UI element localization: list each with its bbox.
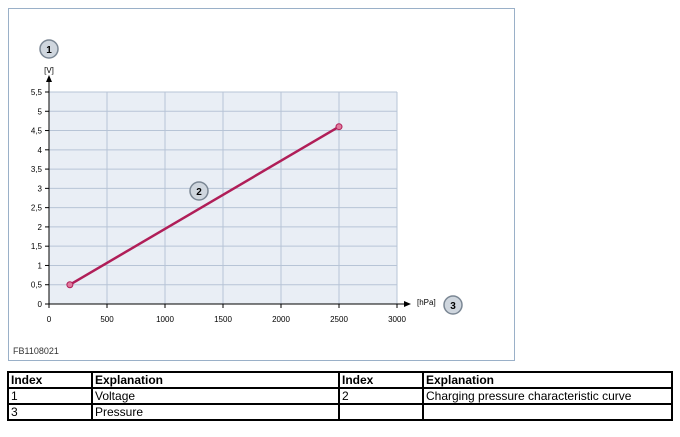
callout-bubble-3: [443, 295, 463, 315]
y-tick-label: 5,5: [31, 88, 43, 97]
y-tick-label: 5: [38, 107, 43, 116]
table-cell: [338, 403, 424, 421]
x-tick-label: 3000: [388, 315, 406, 324]
table-row: 1 Voltage 2 Charging pressure characteri…: [7, 387, 673, 405]
x-tick-label: 1500: [214, 315, 232, 324]
table-cell: Charging pressure characteristic curve: [422, 387, 673, 405]
callout-label-1: 1: [46, 45, 52, 56]
callout-label-3: 3: [450, 301, 456, 312]
y-axis-arrow: [46, 75, 52, 82]
y-tick-label: 1: [38, 261, 43, 270]
table-cell: [422, 403, 673, 421]
y-tick-label: 2: [38, 223, 43, 232]
legend-table-header: Index Explanation Index Explanation: [7, 371, 673, 389]
y-tick-label: 3,5: [31, 165, 43, 174]
y-tick-label: 1,5: [31, 242, 43, 251]
y-tick-label: 4,5: [31, 127, 43, 136]
callout-label-2: 2: [196, 187, 202, 198]
figure-code: FB1108021: [13, 346, 59, 356]
series-endpoint: [66, 281, 74, 289]
table-cell: 2: [338, 387, 424, 405]
y-tick-label: 4: [38, 146, 43, 155]
series-line: [69, 125, 340, 286]
x-tick-label: 500: [100, 315, 114, 324]
y-tick-label: 0,5: [31, 281, 43, 290]
callout-bubble-1: [39, 39, 59, 59]
x-axis-arrow: [404, 301, 411, 307]
table-row: 3 Pressure: [7, 403, 673, 421]
y-tick-label: 0: [38, 300, 43, 309]
x-tick-label: 0: [47, 315, 52, 324]
x-tick-label: 2000: [272, 315, 290, 324]
header-index-1: Index: [7, 371, 93, 389]
x-axis-unit: [hPa]: [417, 298, 436, 307]
y-tick-label: 2,5: [31, 204, 43, 213]
table-cell: Pressure: [91, 403, 340, 421]
chart-figure: 0 500 1000 1500 2000 2500 3000 0 0,5 1 1,5 2 2,5 3 3,5…: [8, 8, 515, 361]
y-axis-unit: [V]: [44, 66, 54, 75]
chart-svg: 0 500 1000 1500 2000 2500 3000 0 0,5 1 1,5 2 2,5 3 3,5…: [31, 39, 463, 324]
x-tick-label: 1000: [156, 315, 174, 324]
y-tick-label: 3: [38, 184, 43, 193]
legend-table: Index Explanation Index Explanation 1 Vo…: [7, 371, 673, 421]
x-tick-label: 2500: [330, 315, 348, 324]
header-index-2: Index: [338, 371, 424, 389]
table-cell: Voltage: [91, 387, 340, 405]
table-cell: 1: [7, 387, 93, 405]
header-explanation-1: Explanation: [91, 371, 340, 389]
header-explanation-2: Explanation: [422, 371, 673, 389]
table-cell: 3: [7, 403, 93, 421]
series-endpoint: [335, 123, 343, 131]
callout-bubble-2: [189, 181, 209, 201]
